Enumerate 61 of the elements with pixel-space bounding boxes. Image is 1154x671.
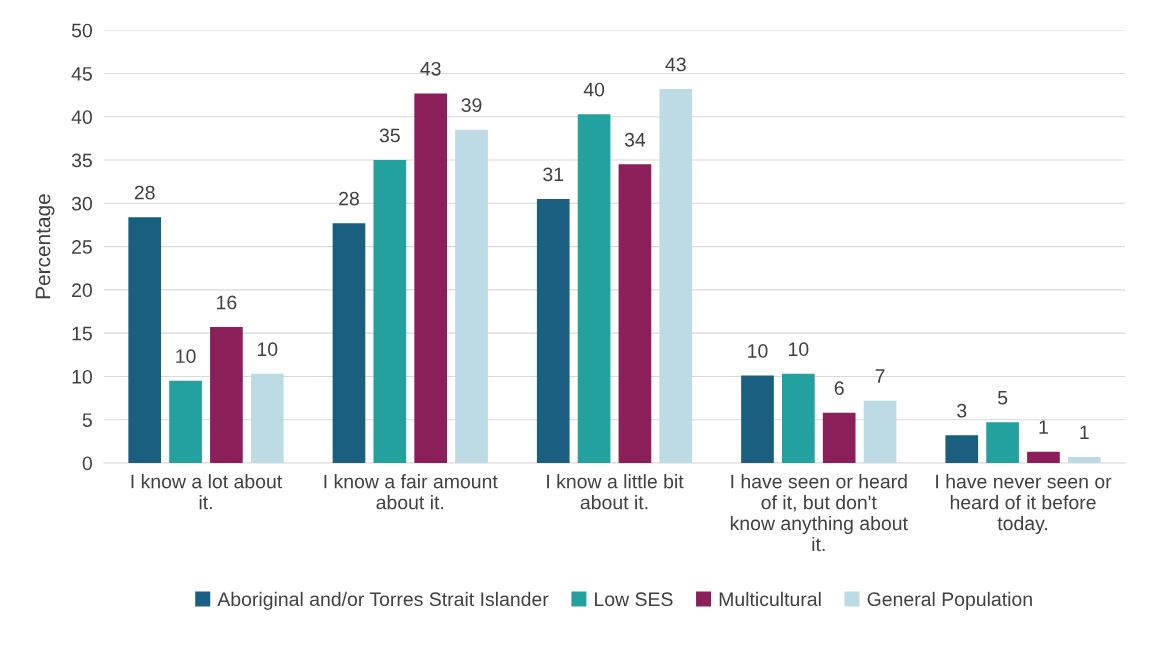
- x-tick-label: I know a little bit about it.: [547, 474, 684, 510]
- x-tick-label: I know a lot about it.: [131, 474, 283, 510]
- bar: [986, 422, 1019, 463]
- bar: [618, 164, 652, 463]
- y-tick-label: 40: [71, 110, 92, 124]
- y-axis-title: Percentage: [35, 194, 55, 299]
- data-label: 34: [624, 132, 646, 147]
- data-label: 16: [217, 295, 237, 310]
- data-label: 10: [789, 342, 809, 357]
- y-tick-label: 50: [71, 23, 92, 38]
- bar: [455, 129, 488, 463]
- bar: [210, 327, 243, 463]
- bar: [373, 160, 407, 463]
- y-tick-label: 10: [72, 369, 92, 384]
- data-label: 7: [875, 369, 885, 383]
- data-label: 39: [461, 98, 482, 113]
- data-label: 28: [134, 185, 155, 200]
- data-label: 10: [748, 344, 768, 358]
- data-label: 43: [665, 57, 686, 72]
- bar: [414, 93, 448, 463]
- legend-label: General Population: [867, 591, 1032, 610]
- bar: [128, 217, 162, 463]
- legend-label: Aboriginal and/or Torres Strait Islander: [217, 591, 549, 610]
- bar: [822, 412, 856, 463]
- bar: [536, 198, 570, 463]
- data-label: 43: [420, 61, 441, 76]
- y-tick-label: 0: [82, 456, 92, 471]
- data-label: 3: [957, 403, 967, 418]
- bar: [577, 114, 611, 463]
- data-label: 1: [1080, 425, 1089, 440]
- legend-label: Multicultural: [719, 591, 821, 607]
- bar: [945, 435, 979, 463]
- x-tick-label: I have seen or heard of it, but don't know anything about it.: [730, 474, 908, 552]
- bar: [1027, 451, 1060, 463]
- data-label: 10: [257, 342, 278, 357]
- y-tick-label: 30: [71, 196, 92, 211]
- data-label: 5: [997, 391, 1008, 405]
- bar: [659, 89, 693, 463]
- bar: [863, 400, 897, 463]
- data-label: 31: [543, 167, 564, 182]
- x-tick-label: I know a fair amount about it.: [324, 474, 498, 510]
- data-label: 6: [834, 381, 844, 396]
- y-tick-label: 20: [72, 283, 92, 298]
- y-tick-label: 15: [72, 326, 92, 341]
- bar: [332, 223, 366, 463]
- y-tick-label: 25: [72, 240, 92, 254]
- data-label: 28: [339, 191, 359, 206]
- bar: [782, 373, 815, 463]
- bar: [169, 380, 202, 463]
- data-label: 35: [379, 128, 400, 143]
- legend-label: Low SES: [595, 592, 673, 607]
- data-label: 10: [176, 349, 196, 364]
- bar: [1067, 456, 1101, 463]
- y-tick-label: 35: [71, 153, 92, 168]
- bar: [250, 373, 284, 463]
- y-tick-label: 5: [82, 413, 92, 427]
- y-tick-label: 45: [71, 67, 92, 81]
- bar: [741, 375, 774, 463]
- data-label: 40: [583, 82, 605, 97]
- data-label: 1: [1039, 420, 1048, 434]
- x-tick-label: I have never seen or heard of it before today.: [936, 474, 1112, 535]
